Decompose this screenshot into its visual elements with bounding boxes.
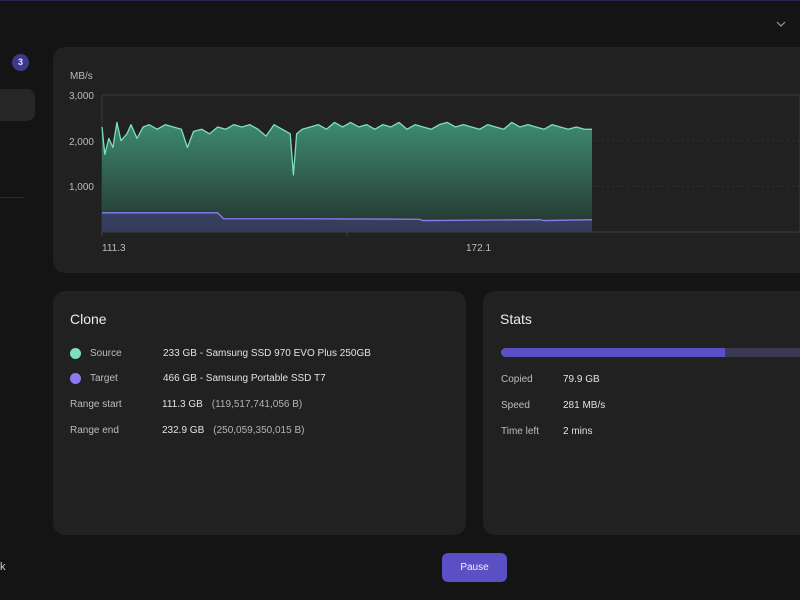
- target-row: Target 466 GB - Samsung Portable SSD T7: [70, 370, 326, 386]
- range-start-label: Range start: [70, 398, 122, 410]
- clone-card: Clone Source 233 GB - Samsung SSD 970 EV…: [53, 291, 466, 535]
- sidebar-bottom-label[interactable]: k: [0, 561, 6, 573]
- copied-value: 79.9 GB: [563, 373, 600, 385]
- y-tick-label: 2,000: [69, 137, 94, 148]
- source-value: 233 GB - Samsung SSD 970 EVO Plus 250GB: [163, 347, 371, 359]
- top-bar: [0, 0, 800, 46]
- range-start-bytes: (119,517,741,056 B): [211, 398, 303, 410]
- x-tick-label: 111.3: [102, 243, 126, 254]
- sidebar-divider: [0, 197, 24, 198]
- range-end-value: 232.9 GB: [162, 424, 205, 436]
- source-legend-dot: [70, 347, 81, 359]
- speed-label: Speed: [501, 399, 530, 411]
- y-tick-label: 1,000: [69, 182, 94, 193]
- source-series-line: [101, 121, 592, 176]
- target-series-line: [102, 212, 593, 222]
- progress-fill: [501, 348, 725, 357]
- range-start-value: 111.3 GB: [162, 398, 203, 410]
- stats-card: Stats Copied 79.9 GB Speed 281 MB/s Time…: [483, 291, 800, 535]
- chevron-down-icon[interactable]: [774, 17, 788, 31]
- range-end-label: Range end: [70, 424, 119, 436]
- pause-button[interactable]: Pause: [442, 553, 507, 582]
- x-tick-label: 172.1: [466, 243, 491, 254]
- notification-badge: 3: [12, 54, 29, 71]
- sidebar-item-selected[interactable]: [0, 89, 35, 121]
- time-left-row: Time left 2 mins: [501, 423, 592, 439]
- target-value: 466 GB - Samsung Portable SSD T7: [163, 372, 326, 384]
- source-row: Source 233 GB - Samsung SSD 970 EVO Plus…: [70, 345, 371, 361]
- y-tick-label: 3,000: [69, 91, 94, 102]
- throughput-chart-card: MB/s 3,000 2,000 1,000 111.3 172.1: [53, 47, 800, 273]
- source-label: Source: [90, 347, 122, 359]
- clone-title: Clone: [70, 311, 107, 327]
- source-series-area: [102, 122, 592, 232]
- copied-label: Copied: [501, 373, 533, 385]
- time-left-label: Time left: [501, 425, 539, 437]
- y-axis-unit-label: MB/s: [70, 71, 93, 82]
- target-series-area: [102, 212, 592, 232]
- range-end-row: Range end 232.9 GB (250,059,350,015 B): [70, 422, 304, 438]
- time-left-value: 2 mins: [563, 425, 593, 437]
- target-label: Target: [90, 372, 118, 384]
- copied-row: Copied 79.9 GB: [501, 371, 600, 387]
- target-legend-dot: [70, 372, 81, 384]
- range-start-row: Range start 111.3 GB (119,517,741,056 B): [70, 396, 302, 412]
- clone-progress-bar: [501, 348, 800, 357]
- speed-row: Speed 281 MB/s: [501, 397, 605, 413]
- speed-value: 281 MB/s: [563, 399, 606, 411]
- throughput-chart: MB/s 3,000 2,000 1,000 111.3 172.1: [69, 71, 800, 254]
- range-end-bytes: (250,059,350,015 B): [213, 424, 305, 436]
- stats-title: Stats: [500, 311, 532, 327]
